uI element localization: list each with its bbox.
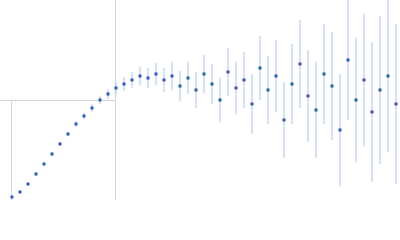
data-point — [122, 82, 126, 86]
data-point — [354, 98, 358, 102]
data-point — [162, 78, 166, 82]
data-point — [298, 62, 302, 66]
data-point — [386, 74, 390, 78]
data-point — [322, 72, 326, 76]
data-point — [130, 78, 134, 82]
data-point — [90, 106, 94, 110]
data-point — [106, 92, 110, 96]
data-point — [26, 182, 30, 186]
data-point — [18, 190, 22, 194]
data-point — [290, 82, 294, 86]
data-point — [314, 108, 318, 112]
data-point — [194, 88, 198, 92]
data-point — [114, 86, 118, 90]
data-point — [218, 98, 222, 102]
data-point — [146, 76, 150, 80]
data-point — [74, 122, 78, 126]
data-point — [170, 74, 174, 78]
data-point — [394, 102, 398, 106]
data-point — [370, 110, 374, 114]
data-point — [338, 128, 342, 132]
guides — [0, 0, 116, 200]
chart — [0, 0, 398, 200]
data-point — [10, 195, 14, 199]
data-point — [34, 172, 38, 176]
data-point — [202, 72, 206, 76]
data-point — [258, 66, 262, 70]
data-point — [58, 142, 62, 146]
data-point — [362, 78, 366, 82]
data-point — [266, 88, 270, 92]
data-point — [138, 74, 142, 78]
data-point — [186, 76, 190, 80]
data-point — [66, 132, 70, 136]
data-point — [226, 70, 230, 74]
data-point — [178, 84, 182, 88]
data-point — [50, 152, 54, 156]
data-point — [234, 86, 238, 90]
data-point — [242, 78, 246, 82]
data-point — [82, 114, 86, 118]
data-point — [378, 88, 382, 92]
data-point — [210, 82, 214, 86]
data-point — [274, 74, 278, 78]
data-point — [346, 58, 350, 62]
data-point — [282, 118, 286, 122]
data-point — [330, 84, 334, 88]
data-point — [154, 72, 158, 76]
data-point — [98, 98, 102, 102]
data-point — [250, 102, 254, 106]
data-point — [42, 162, 46, 166]
data-point — [306, 94, 310, 98]
